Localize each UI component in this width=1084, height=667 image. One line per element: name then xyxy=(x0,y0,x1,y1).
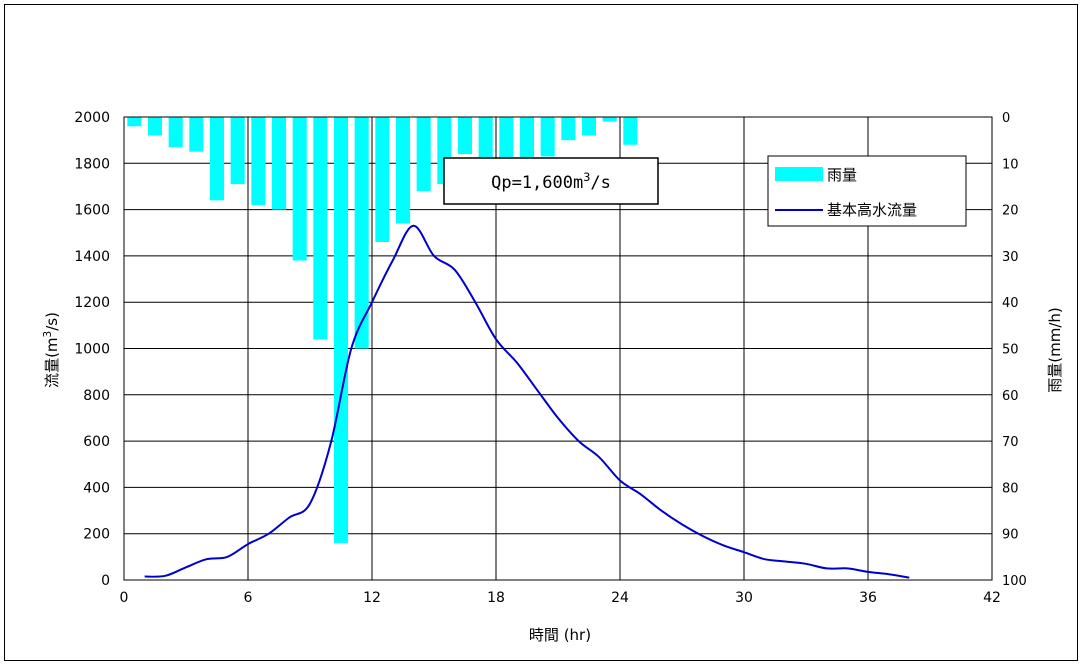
rainfall-bars xyxy=(127,117,638,543)
x-tick-labels: 0 6 12 18 24 30 36 42 xyxy=(120,590,1001,606)
right-tick-labels: 0 10 20 30 40 50 60 70 80 90 100 xyxy=(1002,111,1027,589)
rain-bar xyxy=(457,117,473,155)
y-tick-labels: 0 200 400 600 800 1000 1200 1400 1600 1800 2000 xyxy=(74,110,110,589)
legend-rain-label: 雨量 xyxy=(827,166,857,184)
rain-bar xyxy=(519,117,535,161)
y-tick-label: 200 xyxy=(83,527,110,543)
rain-bar xyxy=(375,117,390,243)
peak-annotation-box xyxy=(443,157,659,205)
rain-bar xyxy=(540,117,555,157)
rain-bar xyxy=(561,117,576,141)
rain-bar xyxy=(292,117,307,261)
rain-bar xyxy=(209,117,225,201)
x-tick-label: 42 xyxy=(983,590,1001,606)
rain-bar xyxy=(230,117,245,185)
rain-bar xyxy=(478,117,493,168)
y-tick-label: 0 xyxy=(101,573,110,589)
rain-bar xyxy=(416,117,431,192)
right-tick-label: 50 xyxy=(1002,343,1019,358)
rain-bar xyxy=(623,117,638,145)
x-tick-label: 36 xyxy=(859,590,877,606)
y-tick-label: 2000 xyxy=(74,110,110,126)
x-axis-label: 時間 (hr) xyxy=(529,626,591,644)
y-axis-label: 流量(m3/s) xyxy=(42,312,61,388)
legend: 雨量 基本高水流量 xyxy=(767,155,967,227)
rain-bar xyxy=(581,117,597,136)
rain-bar xyxy=(313,117,328,340)
rain-bar xyxy=(189,117,204,152)
right-tick-label: 60 xyxy=(1002,389,1019,404)
rain-bar xyxy=(168,117,183,148)
flow-line xyxy=(144,224,910,579)
y-tick-label: 1200 xyxy=(74,295,110,311)
y-tick-label: 1600 xyxy=(74,203,110,219)
rain-bar xyxy=(127,117,142,127)
x-tick-label: 24 xyxy=(611,590,629,606)
rain-bar xyxy=(333,117,349,543)
legend-rain-swatch xyxy=(775,167,823,181)
y-tick-label: 400 xyxy=(83,480,110,496)
rain-bar xyxy=(251,117,266,205)
peak-annotation: Qp=1,600m3/s xyxy=(443,157,659,205)
y-tick-label: 1000 xyxy=(74,342,110,358)
y-tick-label: 800 xyxy=(83,388,110,404)
right-tick-label: 0 xyxy=(1002,111,1010,126)
chart-frame xyxy=(4,4,1078,661)
right-tick-label: 20 xyxy=(1002,204,1019,219)
y-tick-label: 600 xyxy=(83,434,110,450)
right-tick-label: 10 xyxy=(1002,157,1019,172)
rain-bar xyxy=(602,117,617,122)
rain-bar xyxy=(354,117,369,349)
right-tick-label: 80 xyxy=(1002,481,1019,496)
rain-bar xyxy=(499,117,514,171)
x-tick-label: 0 xyxy=(120,590,129,606)
rain-bar xyxy=(271,117,287,210)
x-tick-label: 30 xyxy=(735,590,753,606)
right-tick-label: 100 xyxy=(1002,574,1027,589)
x-tick-label: 6 xyxy=(244,590,253,606)
x-tick-label: 12 xyxy=(363,590,381,606)
right-tick-label: 70 xyxy=(1002,435,1019,450)
y-tick-label: 1400 xyxy=(74,249,110,265)
rain-bar xyxy=(395,117,411,224)
peak-annotation-text: Qp=1,600m3/s xyxy=(491,170,611,193)
y-tick-label: 1800 xyxy=(74,156,110,172)
x-tick-label: 18 xyxy=(487,590,505,606)
right-tick-label: 90 xyxy=(1002,528,1019,543)
rain-bar xyxy=(147,117,163,136)
plot-border xyxy=(123,116,993,581)
right-tick-label: 30 xyxy=(1002,250,1019,265)
legend-flow-label: 基本高水流量 xyxy=(827,201,917,219)
right-axis-label: 雨量(mm/h) xyxy=(1046,307,1064,393)
right-tick-label: 40 xyxy=(1002,296,1019,311)
